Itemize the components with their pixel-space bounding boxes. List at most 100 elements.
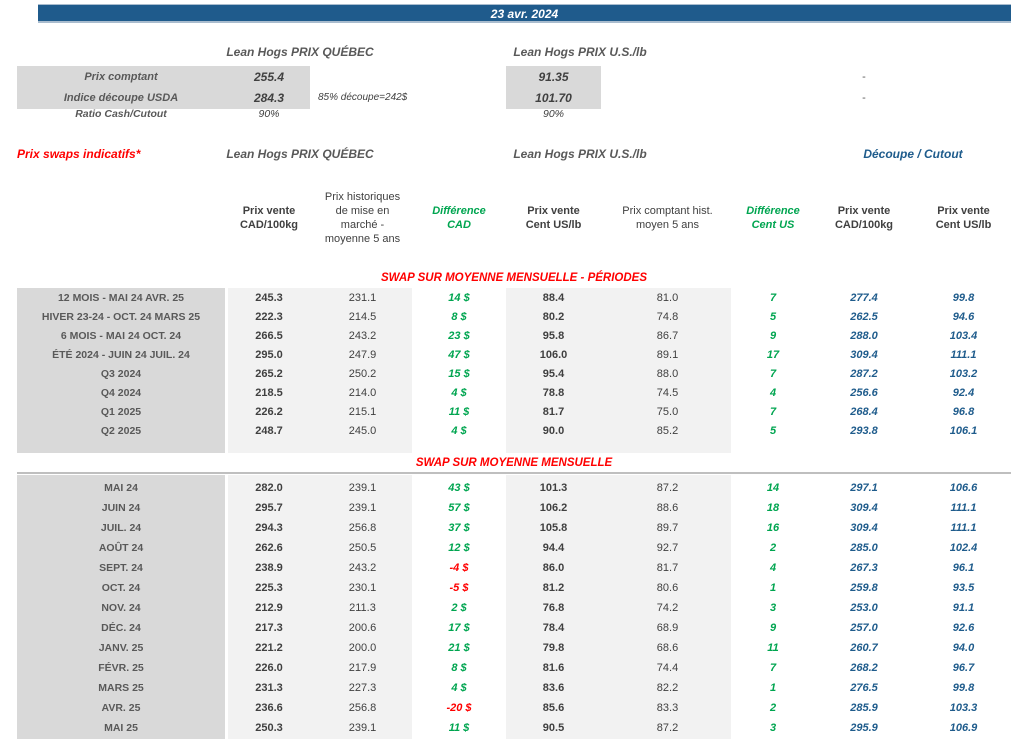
cell-prix-comptant-hist-us: 88.6 (656, 502, 679, 514)
spot-qc-value: 255.4 (253, 70, 285, 84)
cell-difference-cad: 43 $ (448, 482, 470, 494)
cell-prix-historique-cad: 215.1 (348, 406, 377, 418)
cell-cutout-cad: 259.8 (850, 582, 878, 594)
cell-prix-vente-cad: 265.2 (255, 368, 283, 380)
cell-prix-comptant-hist-us: 89.7 (656, 522, 679, 534)
cell-cutout-cent-us: 106.1 (949, 425, 978, 437)
row-label: JUIN 24 (101, 502, 141, 514)
periods-rows: 12 MOIS - MAI 24 AVR. 25 245.3 231.1 14 $ 88… (17, 289, 1011, 441)
table-row: MAI 25 250.3 239.1 11 $ 90.5 87.2 3 295.9 106.9 (17, 718, 1011, 738)
table-row: ÉTÉ 2024 - JUIN 24 JUIL. 24 295.0 247.9 47 … (17, 346, 1011, 365)
cell-difference-cent-us: 1 (769, 682, 777, 694)
cell-cutout-cent-us: 92.4 (952, 387, 975, 399)
section-title-monthly: SWAP SUR MOYENNE MENSUELLE (415, 457, 613, 469)
cell-prix-vente-cad: 238.9 (255, 562, 283, 574)
cell-difference-cad: 2 $ (451, 602, 467, 614)
spot-cutout-note: 85% découpe=242$ (318, 92, 408, 103)
cell-difference-cad: -4 $ (449, 562, 469, 574)
cell-prix-vente-cad: 231.3 (255, 682, 283, 694)
cell-cutout-cad: 260.7 (850, 642, 878, 654)
table-row: HIVER 23-24 - OCT. 24 MARS 25 222.3 214.5 8… (17, 308, 1011, 327)
cell-prix-comptant-hist-us: 85.2 (656, 425, 679, 437)
cell-prix-historique-cad: 256.8 (348, 702, 377, 714)
cell-prix-comptant-hist-us: 83.3 (656, 702, 679, 714)
row-label: AOÛT 24 (98, 542, 144, 554)
table-row: 12 MOIS - MAI 24 AVR. 25 245.3 231.1 14 $ 88… (17, 289, 1011, 308)
cell-prix-comptant-hist-us: 74.5 (656, 387, 679, 399)
section-title-periods: SWAP SUR MOYENNE MENSUELLE - PÉRIODES (380, 272, 648, 284)
cell-difference-cent-us: 7 (769, 406, 777, 418)
cell-prix-vente-cent-us: 94.4 (542, 542, 565, 554)
table-row: FÉVR. 25 226.0 217.9 8 $ 81.6 74.4 7 268.2 96.7 (17, 658, 1011, 678)
cell-prix-vente-cad: 221.2 (255, 642, 283, 654)
spot-right-dash: - (862, 71, 866, 83)
cell-difference-cent-us: 16 (766, 522, 780, 534)
spot-us-value: 101.70 (535, 91, 572, 105)
cell-prix-comptant-hist-us: 75.0 (656, 406, 679, 418)
cell-prix-vente-cad: 245.3 (255, 292, 283, 304)
cell-prix-historique-cad: 231.1 (348, 292, 377, 304)
cell-prix-historique-cad: 227.3 (348, 682, 377, 694)
row-label: DÉC. 24 (101, 622, 141, 634)
cell-difference-cent-us: 7 (769, 292, 777, 304)
cell-difference-cent-us: 9 (769, 622, 777, 634)
row-label: JANV. 25 (98, 642, 144, 654)
swaps-title: Prix swaps indicatifs* (17, 147, 141, 161)
table-row: Q3 2024 265.2 250.2 15 $ 95.4 88.0 7 287.2 103.2 (17, 365, 1011, 384)
row-label: Q3 2024 (100, 368, 142, 380)
table-row: SEPT. 24 238.9 243.2 -4 $ 86.0 81.7 4 267.3 96.1 (17, 558, 1011, 578)
spot-us-header: Lean Hogs PRIX U.S./lb (513, 45, 647, 59)
cad-columns-band (228, 288, 412, 453)
cell-cutout-cad: 285.0 (850, 542, 878, 554)
label-column-band (17, 475, 225, 739)
cell-difference-cent-us: 3 (769, 722, 777, 734)
row-label: SEPT. 24 (99, 562, 143, 574)
table-row: OCT. 24 225.3 230.1 -5 $ 81.2 80.6 1 259.8 93.5 (17, 578, 1011, 598)
cell-cutout-cent-us: 96.8 (952, 406, 975, 418)
cell-cutout-cad: 288.0 (850, 330, 878, 342)
row-label: OCT. 24 (101, 582, 141, 594)
cell-difference-cent-us: 4 (769, 562, 777, 574)
cell-prix-vente-cent-us: 90.0 (542, 425, 565, 437)
cell-difference-cad: -20 $ (446, 702, 472, 714)
cell-difference-cent-us: 3 (769, 602, 777, 614)
spot-row-label: Prix comptant (84, 71, 158, 83)
cell-difference-cad: 14 $ (448, 292, 470, 304)
cell-prix-vente-cad: 295.7 (255, 502, 283, 514)
table-row: AVR. 25 236.6 256.8 -20 $ 85.6 83.3 2 285.9 103.… (17, 698, 1011, 718)
cell-prix-historique-cad: 250.2 (348, 368, 377, 380)
cell-difference-cad: 4 $ (451, 425, 467, 437)
col-header-difference-cad: Différence CAD (432, 205, 486, 231)
cell-cutout-cad: 287.2 (850, 368, 878, 380)
cell-difference-cent-us: 2 (769, 542, 777, 554)
cell-prix-historique-cad: 239.1 (348, 502, 377, 514)
cell-prix-historique-cad: 243.2 (348, 330, 377, 342)
col-header-prix-historique: Prix historiques de mise en marché - moy… (324, 191, 401, 245)
cell-prix-vente-cent-us: 90.5 (542, 722, 565, 734)
cutout-header: Découpe / Cutout (863, 147, 963, 161)
row-label: FÉVR. 25 (98, 662, 144, 674)
cell-prix-vente-cad: 295.0 (255, 349, 283, 361)
cell-prix-historique-cad: 247.9 (348, 349, 377, 361)
cell-cutout-cent-us: 92.6 (952, 622, 975, 634)
us-columns-band (506, 475, 731, 739)
table-row: NOV. 24 212.9 211.3 2 $ 76.8 74.2 3 253.0 91.1 (17, 598, 1011, 618)
date-banner: 23 avr. 2024 (38, 4, 1011, 23)
cell-prix-comptant-hist-us: 89.1 (656, 349, 679, 361)
row-label: ÉTÉ 2024 - JUIN 24 JUIL. 24 (52, 349, 190, 361)
spot-qc-value: 90% (258, 108, 280, 120)
row-label: MARS 25 (98, 682, 144, 694)
cell-prix-vente-cad: 217.3 (255, 622, 283, 634)
cell-prix-vente-cad: 218.5 (255, 387, 283, 399)
spot-us-value: 91.35 (538, 70, 569, 84)
cell-cutout-cent-us: 106.6 (949, 482, 978, 494)
cell-prix-vente-cent-us: 95.8 (542, 330, 565, 342)
row-label: Q2 2025 (100, 425, 142, 437)
cell-cutout-cent-us: 96.1 (952, 562, 975, 574)
cell-cutout-cad: 309.4 (850, 502, 878, 514)
cell-prix-vente-cent-us: 101.3 (539, 482, 568, 494)
cell-prix-comptant-hist-us: 92.7 (656, 542, 679, 554)
cell-difference-cent-us: 2 (769, 702, 777, 714)
cell-prix-historique-cad: 217.9 (348, 662, 377, 674)
